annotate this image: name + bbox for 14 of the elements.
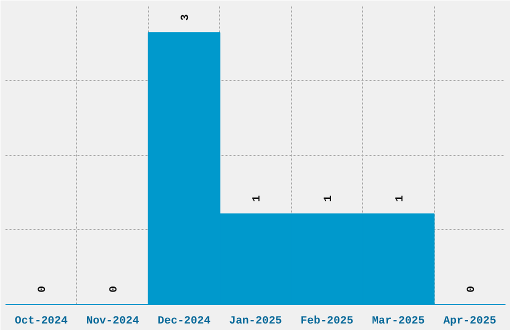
x-tick-label: Feb-2025 <box>300 316 354 328</box>
x-tick-label: Jan-2025 <box>229 316 282 328</box>
x-tick-label: Mar-2025 <box>372 316 426 328</box>
data-label: 1 <box>394 194 406 202</box>
data-label: 0 <box>466 286 478 293</box>
x-tick-label: Dec-2024 <box>158 316 211 328</box>
data-label: 3 <box>180 14 192 21</box>
data-label: 0 <box>37 286 50 293</box>
x-tick-label: Oct-2024 <box>14 316 68 328</box>
data-label: 0 <box>108 286 121 293</box>
data-label: 1 <box>322 194 335 202</box>
data-label: 1 <box>252 194 264 202</box>
x-tick-label: Apr-2025 <box>443 316 497 328</box>
x-tick-label: Nov-2024 <box>86 316 140 328</box>
